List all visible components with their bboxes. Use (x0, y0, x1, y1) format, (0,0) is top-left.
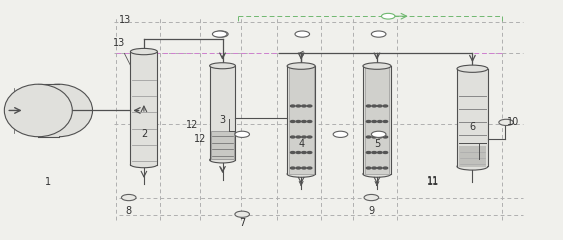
Polygon shape (131, 52, 158, 165)
Circle shape (302, 151, 306, 153)
Text: 13: 13 (113, 38, 130, 65)
Circle shape (383, 151, 388, 153)
FancyBboxPatch shape (289, 67, 314, 174)
Circle shape (333, 131, 348, 138)
Circle shape (378, 151, 382, 153)
Text: 6: 6 (470, 122, 476, 132)
Polygon shape (287, 66, 315, 174)
Circle shape (291, 105, 295, 107)
Text: 3: 3 (220, 115, 226, 125)
Circle shape (372, 167, 377, 169)
Circle shape (367, 151, 371, 153)
Circle shape (383, 167, 388, 169)
Circle shape (499, 119, 513, 126)
Circle shape (378, 120, 382, 122)
Circle shape (367, 105, 371, 107)
Ellipse shape (287, 63, 315, 69)
Ellipse shape (457, 163, 488, 170)
Circle shape (378, 136, 382, 138)
Circle shape (372, 120, 377, 122)
Text: 7: 7 (239, 218, 245, 228)
Circle shape (302, 167, 306, 169)
Ellipse shape (363, 63, 391, 69)
Circle shape (291, 151, 295, 153)
FancyBboxPatch shape (211, 131, 234, 159)
Circle shape (364, 194, 379, 201)
Circle shape (213, 31, 228, 37)
Circle shape (367, 167, 371, 169)
Circle shape (291, 120, 295, 122)
Text: 12: 12 (186, 120, 198, 130)
Circle shape (307, 120, 312, 122)
Circle shape (302, 136, 306, 138)
Circle shape (372, 151, 377, 153)
Ellipse shape (363, 171, 391, 177)
Circle shape (296, 120, 301, 122)
Circle shape (295, 31, 310, 37)
Circle shape (383, 120, 388, 122)
Polygon shape (38, 84, 59, 137)
Text: 8: 8 (126, 206, 132, 216)
Circle shape (307, 167, 312, 169)
Circle shape (302, 120, 306, 122)
Circle shape (291, 136, 295, 138)
Text: 4: 4 (298, 139, 304, 149)
Circle shape (372, 131, 386, 138)
Text: 5: 5 (374, 139, 380, 149)
Text: 13: 13 (119, 15, 132, 25)
Circle shape (307, 105, 312, 107)
Circle shape (235, 211, 249, 217)
Ellipse shape (457, 65, 488, 72)
Circle shape (378, 167, 382, 169)
Ellipse shape (25, 84, 92, 137)
Circle shape (296, 167, 301, 169)
Text: 2: 2 (141, 129, 147, 139)
Circle shape (291, 167, 295, 169)
FancyBboxPatch shape (459, 146, 486, 167)
Circle shape (367, 120, 371, 122)
Circle shape (307, 136, 312, 138)
Circle shape (372, 31, 386, 37)
Circle shape (212, 31, 227, 37)
Polygon shape (457, 69, 488, 167)
Circle shape (296, 105, 301, 107)
Circle shape (383, 136, 388, 138)
Circle shape (383, 105, 388, 107)
Text: 11: 11 (427, 176, 439, 186)
FancyBboxPatch shape (365, 67, 390, 174)
Circle shape (382, 13, 395, 19)
Circle shape (296, 151, 301, 153)
Text: 10: 10 (507, 117, 519, 127)
Circle shape (122, 194, 136, 201)
Text: 11: 11 (427, 177, 439, 187)
Ellipse shape (131, 162, 158, 168)
Circle shape (235, 131, 249, 138)
Ellipse shape (131, 48, 158, 55)
Circle shape (307, 151, 312, 153)
Ellipse shape (5, 84, 72, 137)
Text: 1: 1 (46, 177, 51, 187)
Polygon shape (363, 66, 391, 174)
Ellipse shape (209, 157, 235, 163)
Polygon shape (209, 66, 235, 160)
Circle shape (372, 105, 377, 107)
Circle shape (302, 105, 306, 107)
Circle shape (378, 105, 382, 107)
Circle shape (367, 136, 371, 138)
Circle shape (296, 136, 301, 138)
Ellipse shape (209, 63, 235, 69)
Text: 9: 9 (368, 206, 374, 216)
Text: 12: 12 (194, 134, 206, 144)
Circle shape (372, 136, 377, 138)
Ellipse shape (287, 171, 315, 177)
